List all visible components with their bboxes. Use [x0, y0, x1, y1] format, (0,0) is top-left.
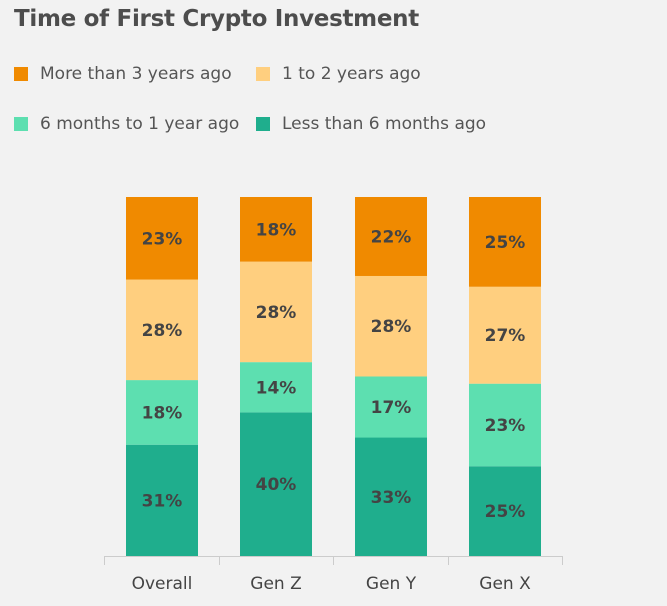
data-label: 31%: [142, 491, 183, 511]
legend-swatch: [256, 67, 270, 81]
bar-segment: [126, 444, 198, 556]
x-axis: Overall Gen Z Gen Y Gen X: [104, 556, 563, 594]
bar-segment: [126, 197, 198, 280]
data-label: 14%: [256, 378, 297, 398]
data-label: 28%: [256, 303, 297, 323]
data-label: 18%: [142, 403, 183, 423]
data-label: 40%: [256, 475, 297, 495]
x-tick-label: Gen X: [479, 574, 531, 594]
legend-label: Less than 6 months ago: [282, 114, 487, 134]
bar-segment: [126, 279, 198, 381]
bar-segment: [469, 383, 541, 467]
legend-item-less-than-6-months: Less than 6 months ago: [256, 114, 486, 134]
data-label: 28%: [371, 317, 412, 337]
data-label: 23%: [485, 416, 526, 436]
data-label: 33%: [371, 488, 412, 508]
legend-swatch: [256, 117, 270, 131]
x-tick-label: Overall: [132, 574, 193, 594]
bar-segment: [469, 466, 541, 556]
bar-segment: [240, 261, 312, 363]
data-label: 18%: [256, 220, 297, 240]
data-label: 25%: [485, 502, 526, 522]
data-label: 28%: [142, 321, 183, 341]
legend-item-6-months-to-1-year: 6 months to 1 year ago: [14, 114, 239, 134]
bar-segment: [240, 197, 312, 262]
bar-segment: [355, 437, 427, 556]
data-label: 17%: [371, 398, 412, 418]
legend-swatch: [14, 67, 28, 81]
chart-title: Time of First Crypto Investment: [14, 6, 419, 32]
legend-label: 1 to 2 years ago: [282, 64, 421, 84]
legend-swatch: [14, 117, 28, 131]
data-label: 27%: [485, 326, 526, 346]
legend-label: More than 3 years ago: [40, 64, 232, 84]
bar-segment: [355, 197, 427, 276]
bar-segment: [240, 362, 312, 413]
data-label: 25%: [485, 233, 526, 253]
bar-segment: [355, 376, 427, 438]
legend-label: 6 months to 1 year ago: [40, 114, 240, 134]
bar-segment: [355, 275, 427, 377]
legend-item-1-to-2-years: 1 to 2 years ago: [256, 64, 421, 84]
x-tick-label: Gen Z: [250, 574, 301, 594]
data-label: 22%: [371, 227, 412, 247]
bar-segment: [469, 286, 541, 384]
x-tick-label: Gen Y: [366, 574, 417, 594]
bar-segment: [469, 197, 541, 287]
bar-segment: [240, 412, 312, 556]
legend-item-more-than-3-years: More than 3 years ago: [14, 64, 232, 84]
data-label: 23%: [142, 229, 183, 249]
bar-segment: [126, 380, 198, 445]
bars-group: 31% 18% 28% 23% 40% 14% 28% 18% 33% 17% 28% 22% 25% 2…: [126, 197, 541, 556]
